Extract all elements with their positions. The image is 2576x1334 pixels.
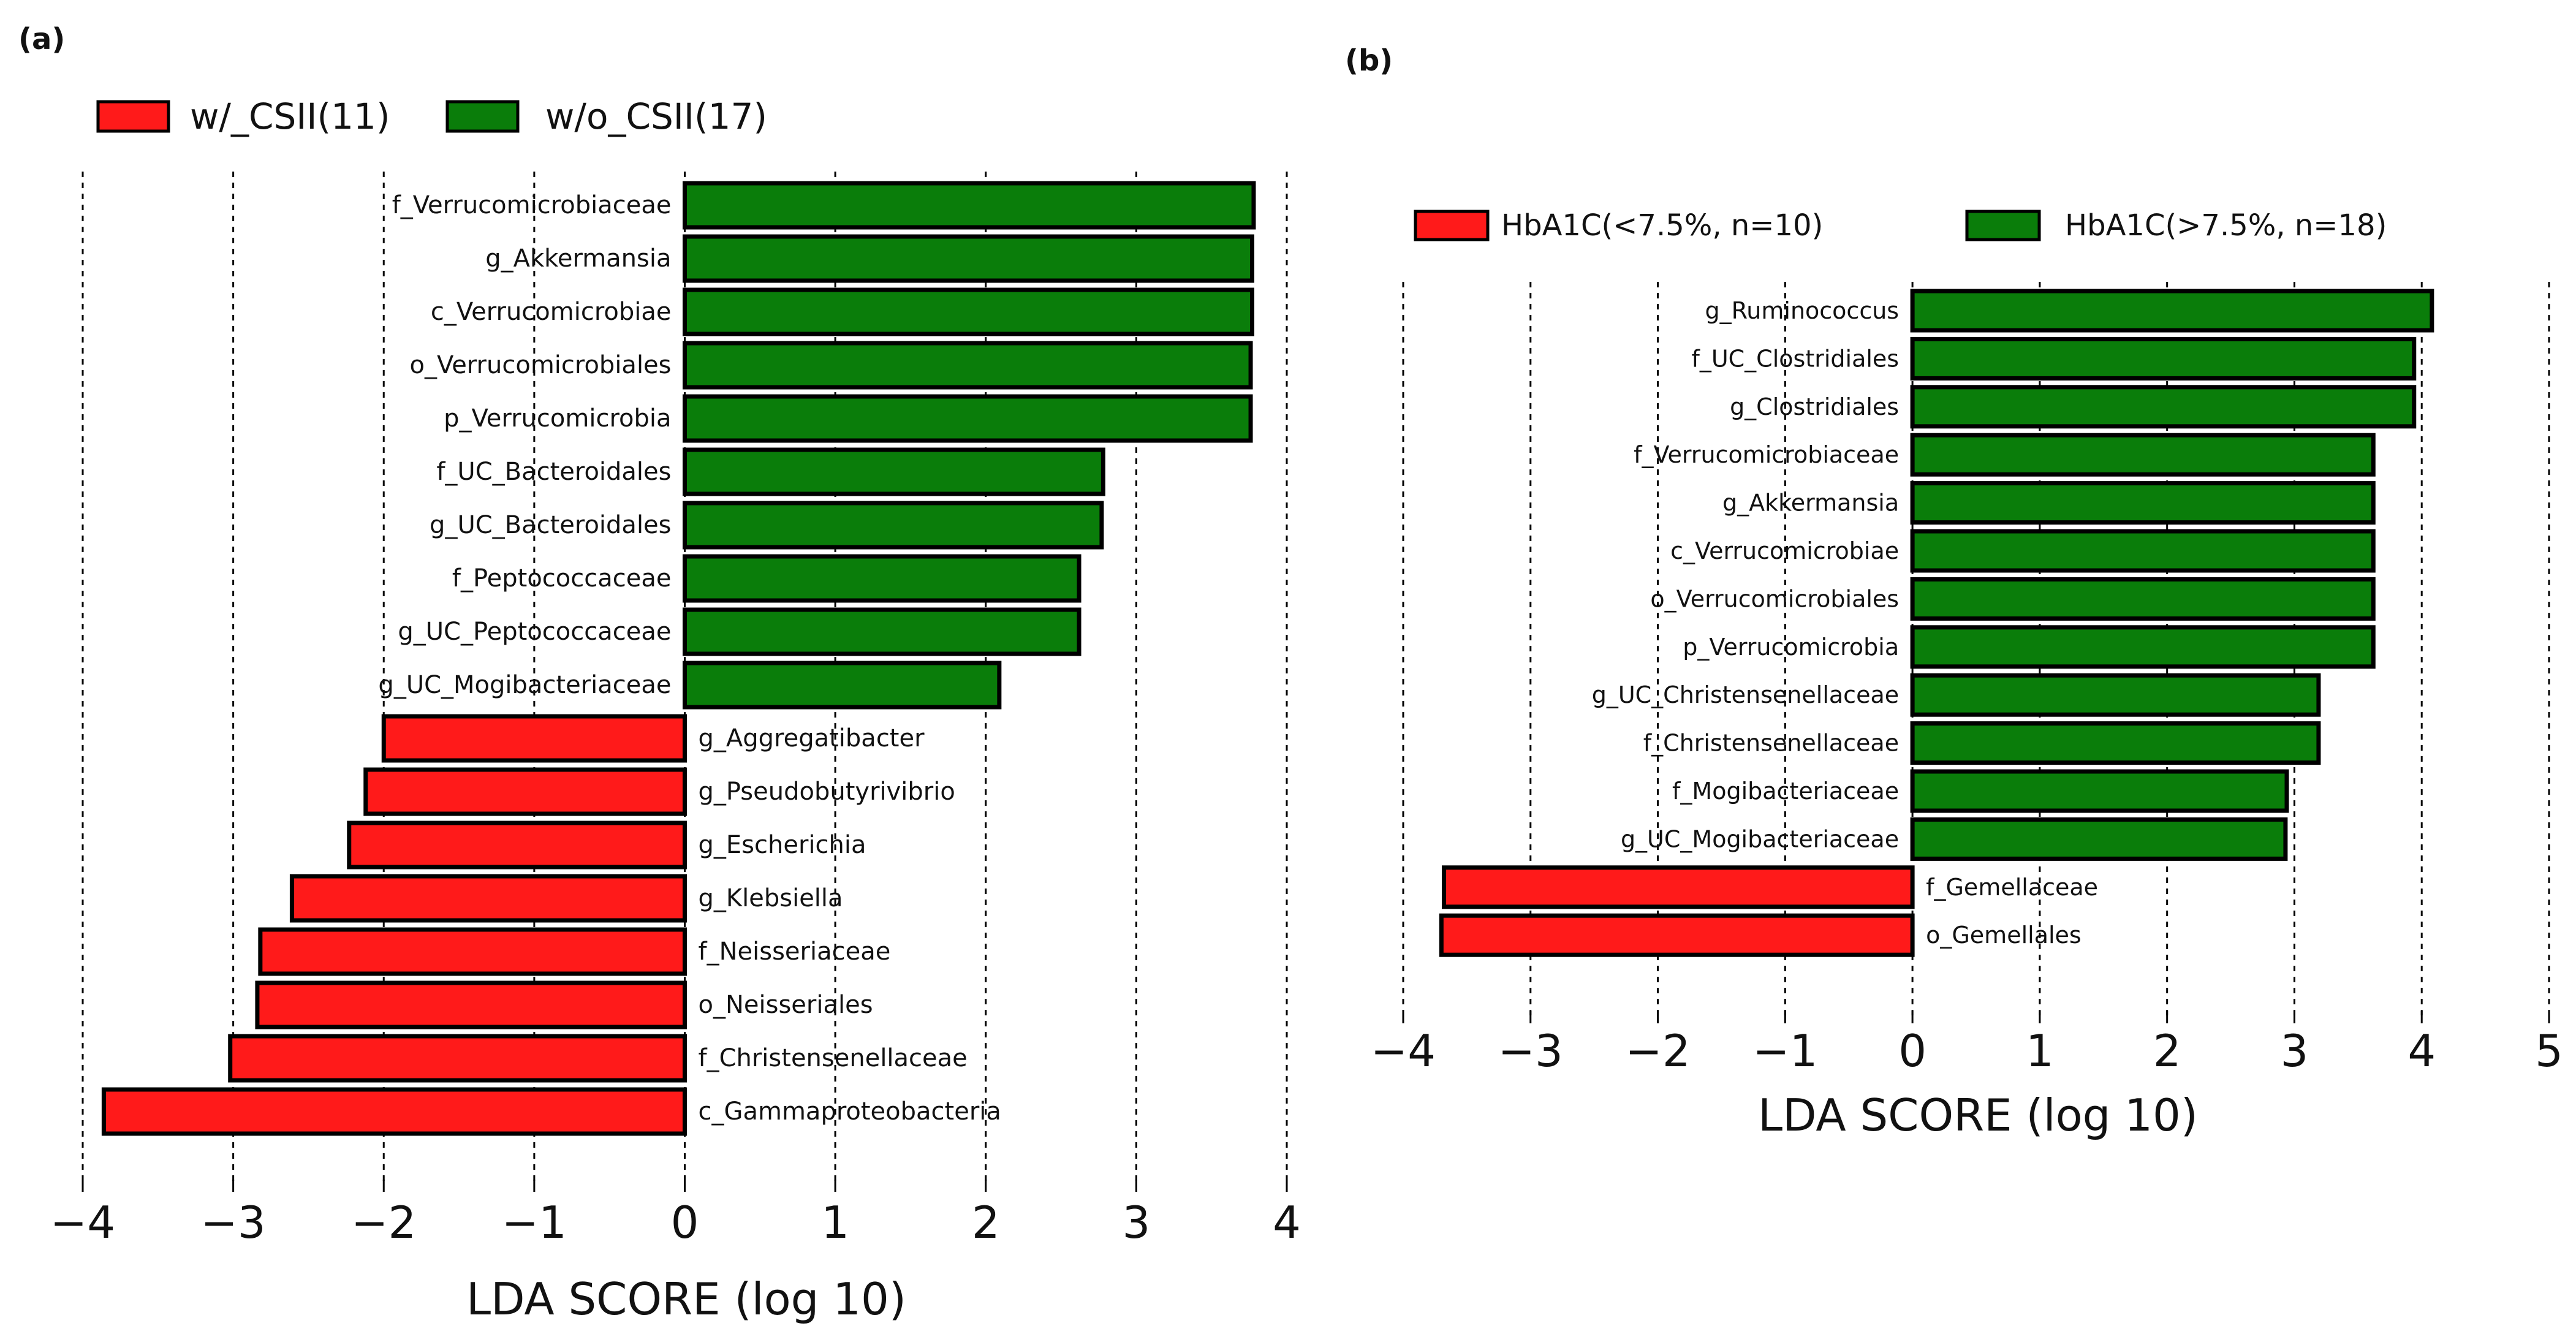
bar-label-a-11: g_Pseudobutyrivibrio [699,778,955,806]
bar-a-17 [101,1087,687,1136]
legend-swatch-b-1 [1965,210,2041,241]
bar-b-6 [1910,577,2376,621]
bar-label-b-3: f_Verrucomicrobiaceae [1634,441,1899,468]
chart-panel-a: (a) w/_CSII(11) w/o_CSII(17) f_Verrucomicro… [18,22,1301,1325]
tick-label-b-4: 0 [1898,1025,1926,1077]
bar-b-1 [1910,336,2417,381]
panel-label-b: (b) [1345,44,1393,78]
tick-label-b-8: 4 [2407,1025,2436,1077]
tick-label-a-0: −4 [50,1197,115,1248]
bar-a-15 [255,980,687,1029]
bar-label-b-13: o_Gemellales [1926,922,2082,949]
tick-label-b-1: −3 [1498,1025,1563,1077]
tick-label-a-3: −1 [502,1197,567,1248]
bar-a-12 [347,820,687,870]
tick-label-b-6: 2 [2153,1025,2181,1077]
bar-label-a-17: c_Gammaproteobacteria [699,1097,1001,1126]
x-axis-label-a: LDA SCORE (log 10) [466,1273,906,1325]
bar-a-8 [683,607,1082,656]
bar-b-7 [1910,625,2376,669]
bar-a-11 [363,767,687,816]
panel-label-a: (a) [18,22,65,56]
bar-b-4 [1910,481,2376,525]
bar-label-b-1: f_UC_Clostridiales [1691,345,1899,372]
tick-label-a-1: −3 [201,1197,266,1248]
bar-label-a-1: g_Akkermansia [485,244,671,273]
bar-b-10 [1910,769,2289,813]
bar-label-b-9: f_Christensenellaceae [1643,730,1899,757]
tick-label-b-2: −2 [1625,1025,1690,1077]
bar-a-5 [683,447,1105,496]
bar-b-9 [1910,721,2321,765]
tick-label-a-8: 4 [1273,1197,1301,1248]
bar-a-16 [228,1034,687,1083]
bar-label-a-14: f_Neisseriaceae [699,938,891,966]
bar-label-a-6: g_UC_Bacteroidales [430,511,671,539]
bar-label-a-5: f_UC_Bacteroidales [436,458,671,486]
bar-label-a-4: p_Verrucomicrobia [444,404,671,433]
bar-label-a-7: f_Peptococcaceae [452,564,672,593]
tick-label-b-3: −1 [1752,1025,1817,1077]
bar-label-a-15: o_Neisseriales [699,991,873,1019]
legend-label-b-0: HbA1C(<7.5%, n=10) [1501,208,1823,243]
bar-label-a-9: g_UC_Mogibacteriaceae [378,671,671,699]
bar-a-3 [683,341,1253,390]
bar-a-1 [683,234,1255,283]
bar-b-3 [1910,433,2376,477]
legend-label-b-1: HbA1C(>7.5%, n=18) [2065,208,2387,243]
bar-label-a-8: g_UC_Peptococcaceae [398,618,671,646]
bar-label-b-5: c_Verrucomicrobiae [1670,537,1899,564]
bar-label-a-3: o_Verrucomicrobiales [409,351,671,379]
bar-b-11 [1910,817,2288,861]
bar-b-13 [1439,913,1915,957]
tick-label-a-7: 3 [1122,1197,1150,1248]
bar-label-b-7: p_Verrucomicrobia [1683,634,1899,661]
bar-b-2 [1910,385,2417,429]
tick-label-a-6: 2 [972,1197,1000,1248]
bar-label-b-4: g_Akkermansia [1722,490,1899,517]
legend-swatch-a-1 [445,100,520,133]
tick-label-b-0: −4 [1371,1025,1436,1077]
bar-b-12 [1441,865,1915,909]
bar-label-b-8: g_UC_Christensenellaceae [1592,681,1899,708]
tick-label-b-7: 3 [2281,1025,2309,1077]
tick-label-a-4: 0 [671,1197,699,1248]
tick-label-b-5: 1 [2026,1025,2054,1077]
bar-label-b-6: o_Verrucomicrobiales [1650,585,1899,612]
bar-label-b-11: g_UC_Mogibacteriaceae [1621,825,1899,852]
bar-label-a-16: f_Christensenellaceae [699,1044,968,1072]
tick-label-a-2: −2 [351,1197,416,1248]
bar-label-a-10: g_Aggregatibacter [699,724,925,752]
bar-a-7 [683,554,1082,603]
bar-a-14 [258,927,687,976]
bar-label-b-0: g_Ruminococcus [1705,297,1899,324]
bar-label-a-0: f_Verrucomicrobiaceae [392,191,672,219]
bar-a-2 [683,287,1255,336]
legend-swatch-b-0 [1414,210,1490,241]
legend-label-a-1: w/o_CSII(17) [545,96,767,137]
legend-label-a-0: w/_CSII(11) [190,96,390,137]
bar-label-a-2: c_Verrucomicrobiae [431,298,672,326]
x-axis-label-b: LDA SCORE (log 10) [1758,1090,2198,1141]
bar-a-0 [683,181,1256,230]
chart-panel-b: (b) HbA1C(<7.5%, n=10) HbA1C(>7.5%, n=18) g… [1345,44,2563,1141]
bar-a-13 [289,874,687,923]
bar-b-5 [1910,529,2376,573]
bar-label-b-12: f_Gemellaceae [1926,874,2098,901]
bar-a-10 [381,714,687,763]
bar-label-b-2: g_Clostridiales [1730,393,1899,420]
bar-b-0 [1910,289,2434,333]
legend-swatch-a-0 [96,100,170,133]
bar-b-8 [1910,673,2321,717]
bar-label-b-10: f_Mogibacteriaceae [1672,778,1899,805]
bar-a-6 [683,501,1104,550]
bar-a-9 [683,661,1002,710]
tick-label-b-9: 5 [2535,1025,2563,1077]
bar-label-a-12: g_Escherichia [699,831,866,859]
tick-label-a-5: 1 [821,1197,849,1248]
bar-a-4 [683,394,1253,443]
bar-label-a-13: g_Klebsiella [699,884,843,912]
